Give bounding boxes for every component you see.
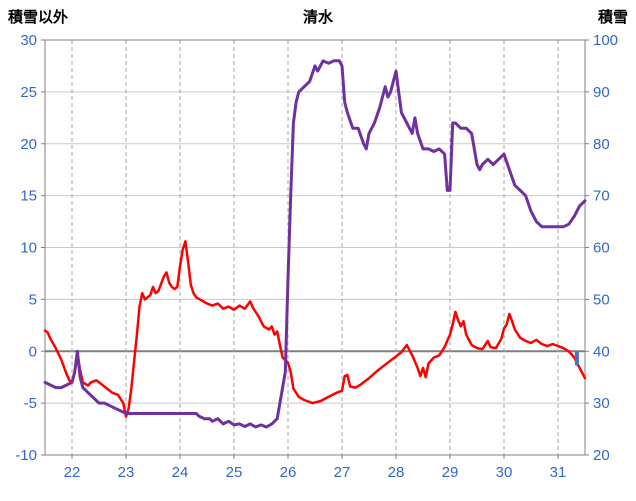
- right-tick-label: 50: [593, 291, 610, 308]
- right-tick-label: 60: [593, 240, 610, 257]
- left-tick-label: 30: [20, 32, 37, 49]
- purple-series-line: [43, 59, 587, 429]
- x-tick-label: 24: [172, 464, 189, 481]
- x-tick-label: 23: [118, 464, 135, 481]
- left-tick-label: 25: [20, 84, 37, 101]
- right-tick-label: 20: [593, 447, 610, 464]
- right-axis-title: 積雪: [597, 9, 628, 26]
- x-tick-label: 30: [496, 464, 513, 481]
- right-tick-label: 80: [593, 136, 610, 153]
- red-series-line: [43, 240, 587, 418]
- right-tick-label: 70: [593, 188, 610, 205]
- x-tick-label: 27: [334, 464, 351, 481]
- left-tick-label: 5: [29, 291, 37, 308]
- chart-title: 清水: [302, 9, 334, 26]
- left-tick-label: 20: [20, 136, 37, 153]
- left-tick-label: 15: [20, 188, 37, 205]
- right-tick-label: 30: [593, 395, 610, 412]
- x-tick-label: 31: [550, 464, 567, 481]
- left-tick-label: 0: [29, 343, 37, 360]
- x-tick-label: 22: [64, 464, 81, 481]
- left-tick-label: -10: [15, 447, 37, 464]
- right-tick-label: 40: [593, 343, 610, 360]
- left-axis-title: 積雪以外: [8, 9, 69, 26]
- right-tick-label: 100: [593, 32, 618, 49]
- left-tick-label: 10: [20, 240, 37, 257]
- right-tick-label: 90: [593, 84, 610, 101]
- left-tick-label: -5: [24, 395, 37, 412]
- x-tick-label: 28: [388, 464, 405, 481]
- x-tick-label: 25: [226, 464, 243, 481]
- x-tick-label: 26: [280, 464, 297, 481]
- x-tick-label: 29: [442, 464, 459, 481]
